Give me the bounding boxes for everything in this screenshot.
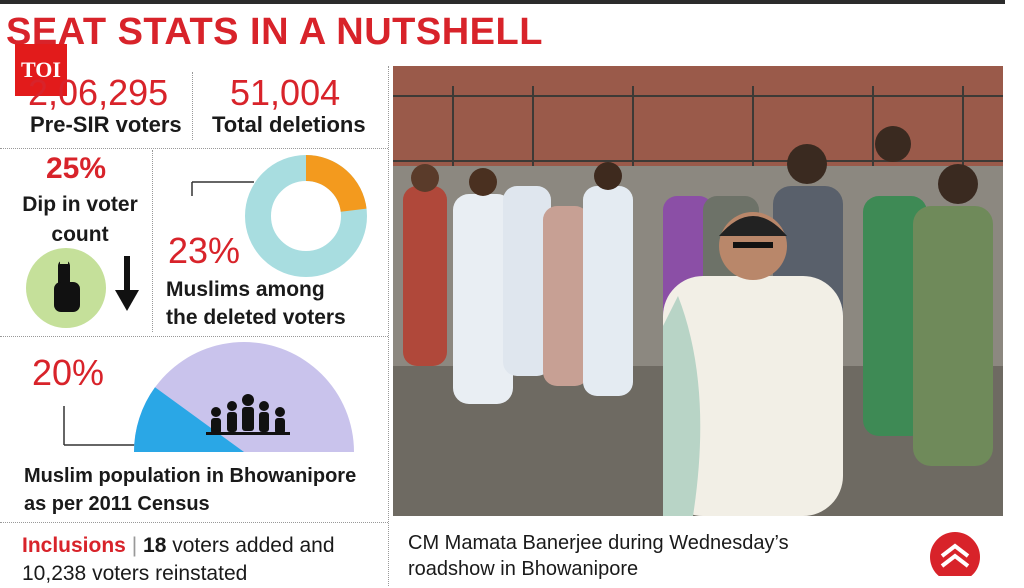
gauge-fill: [133, 387, 244, 452]
divider: [192, 72, 193, 140]
muslims-deleted-donut: [191, 155, 367, 277]
pre-sir-voters-label: Pre-SIR voters: [30, 112, 182, 137]
inclusions-line-1: Inclusions | 18 voters added and: [22, 532, 335, 560]
caption-line-1: CM Mamata Banerjee during Wednesday’s: [408, 532, 789, 554]
voting-finger-icon: [26, 248, 106, 328]
iron-railing: [393, 86, 1003, 166]
publisher-logo-icon[interactable]: [930, 532, 980, 576]
red-wall: [393, 66, 1003, 166]
muslim-population-gauge: [63, 342, 354, 452]
muslims-deleted-label-line-1: Muslims among: [166, 278, 325, 301]
donut-slice: [245, 155, 367, 277]
total-deletions-value: 51,004: [230, 72, 341, 113]
pre-sir-voters-value: 2,06,295: [28, 72, 169, 113]
divider: [152, 150, 153, 332]
muslims-deleted-percent: 23%: [168, 230, 241, 271]
census-label-line-2: as per 2011 Census: [24, 493, 210, 515]
ink-mark: [60, 258, 68, 264]
muslim-population-label: Muslim population in Bhowanipore as per …: [24, 462, 356, 518]
page-headline: SEAT STATS IN A NUTSHELL: [6, 11, 543, 53]
muslims-deleted-label: Muslims among the deleted voters: [166, 276, 346, 332]
inclusions-count: 18: [143, 534, 167, 557]
people-group-icon: [206, 394, 290, 435]
total-deletions-label: Total deletions: [212, 112, 366, 137]
divider: [0, 522, 388, 523]
roadshow-photo[interactable]: [393, 66, 1003, 516]
fist-shape: [54, 282, 80, 312]
inclusions-added-text: voters added and: [172, 534, 335, 557]
dip-label: Dip in voter count: [22, 193, 138, 246]
muslim-population-percent: 20%: [32, 352, 105, 393]
divider: [0, 336, 388, 337]
top-rule: [0, 0, 1005, 4]
census-label-line-1: Muslim population in Bhowanipore: [24, 465, 357, 487]
divider: [0, 148, 388, 149]
inclusions-keyword: Inclusions: [22, 534, 126, 557]
inclusions-text: Inclusions | 18 voters added and 10,238 …: [22, 532, 335, 588]
inclusions-separator: |: [131, 534, 138, 557]
main-figure: [663, 212, 843, 516]
photo-caption: CM Mamata Banerjee during Wednesday’s ro…: [408, 530, 868, 582]
dip-percent: 25%: [46, 152, 107, 185]
inclusions-line-2: 10,238 voters reinstated: [22, 562, 248, 585]
down-arrow-icon: [115, 256, 139, 311]
stats-panel: [0, 66, 389, 586]
muslims-deleted-label-line-2: the deleted voters: [166, 306, 346, 329]
toi-badge[interactable]: TOI: [15, 44, 67, 96]
caption-line-2: roadshow in Bhowanipore: [408, 558, 639, 580]
